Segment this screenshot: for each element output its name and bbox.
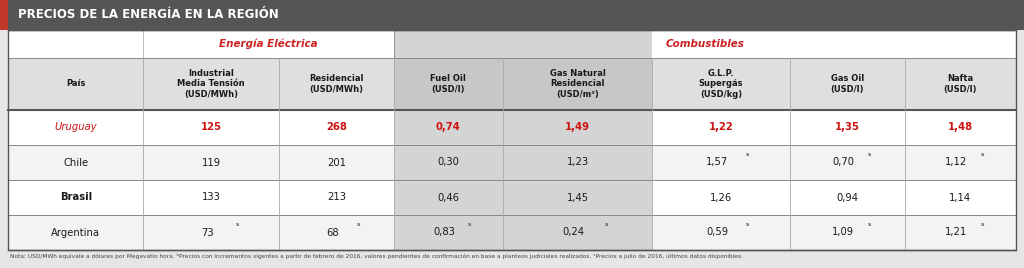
Bar [394,215,503,250]
Text: s: s [980,222,984,227]
Text: 119: 119 [202,158,221,168]
Text: 73: 73 [201,228,214,237]
Text: 133: 133 [202,192,220,203]
Bar [503,110,652,145]
Text: Argentina: Argentina [51,228,100,237]
Text: s: s [745,152,750,157]
Text: s: s [468,222,471,227]
Text: Uruguay: Uruguay [54,122,97,132]
Text: 0,30: 0,30 [437,158,459,168]
Bar [394,110,503,145]
Bar [394,30,503,250]
Text: 213: 213 [327,192,346,203]
Bar [8,180,1016,215]
Text: 1,26: 1,26 [710,192,732,203]
Bar [8,58,1016,110]
Bar [503,30,652,250]
Text: s: s [357,222,360,227]
Text: Combustibles: Combustibles [666,39,744,49]
Text: 1,45: 1,45 [566,192,589,203]
Bar [503,180,652,215]
Bar [8,110,1016,145]
Bar [0,0,8,30]
Text: s: s [980,152,984,157]
Bar [394,180,503,215]
Text: PRECIOS DE LA ENERGÍA EN LA REGIÓN: PRECIOS DE LA ENERGÍA EN LA REGIÓN [18,9,279,21]
Text: Gas Natural
Residencial
(USD/m³): Gas Natural Residencial (USD/m³) [550,69,605,99]
Text: 68: 68 [326,228,339,237]
Text: s: s [604,222,607,227]
Text: 1,35: 1,35 [835,122,860,132]
Text: 125: 125 [201,122,222,132]
Text: 0,74: 0,74 [436,122,461,132]
Bar [503,215,652,250]
Text: Chile: Chile [63,158,88,168]
Text: Nafta
(USD/l): Nafta (USD/l) [943,74,977,94]
Text: Residencial
(USD/MWh): Residencial (USD/MWh) [309,74,364,94]
Bar [8,30,1016,250]
Text: Energía Eléctrica: Energía Eléctrica [219,39,317,49]
Text: Gas Oil
(USD/l): Gas Oil (USD/l) [830,74,864,94]
Text: País: País [67,80,85,88]
Text: s: s [236,222,239,227]
Text: 1,21: 1,21 [945,228,968,237]
Bar [8,30,1016,250]
Text: Fuel Oil
(USD/l): Fuel Oil (USD/l) [430,74,466,94]
Bar [8,145,1016,180]
Bar [0,0,1024,30]
Bar [394,145,503,180]
Bar [503,145,652,180]
Text: Nota: USD/MWh equivale a dólares por Megavatio hora. ᵇPrecios con incrementos vi: Nota: USD/MWh equivale a dólares por Meg… [10,253,743,259]
Text: 0,24: 0,24 [562,228,585,237]
Text: 1,49: 1,49 [565,122,590,132]
Text: Industrial
Media Tensión
(USD/MWh): Industrial Media Tensión (USD/MWh) [177,69,245,99]
Text: 0,83: 0,83 [433,228,456,237]
Text: 1,09: 1,09 [833,228,854,237]
Bar [8,215,1016,250]
Text: 0,70: 0,70 [833,158,854,168]
Text: s: s [868,222,871,227]
Text: 1,23: 1,23 [566,158,589,168]
Text: s: s [745,222,750,227]
Text: 268: 268 [326,122,347,132]
Text: s: s [868,152,871,157]
Text: G.L.P.
Supergás
(USD/kg): G.L.P. Supergás (USD/kg) [698,69,743,99]
Text: 1,12: 1,12 [945,158,968,168]
Text: 0,59: 0,59 [706,228,728,237]
Text: 1,22: 1,22 [709,122,733,132]
Text: Brasil: Brasil [59,192,92,203]
Bar [394,58,503,110]
Text: 0,46: 0,46 [437,192,460,203]
Text: 1,14: 1,14 [949,192,972,203]
Bar [503,58,652,110]
Text: 0,94: 0,94 [837,192,858,203]
Text: 1,57: 1,57 [706,158,728,168]
Text: 1,48: 1,48 [948,122,973,132]
Text: 201: 201 [327,158,346,168]
